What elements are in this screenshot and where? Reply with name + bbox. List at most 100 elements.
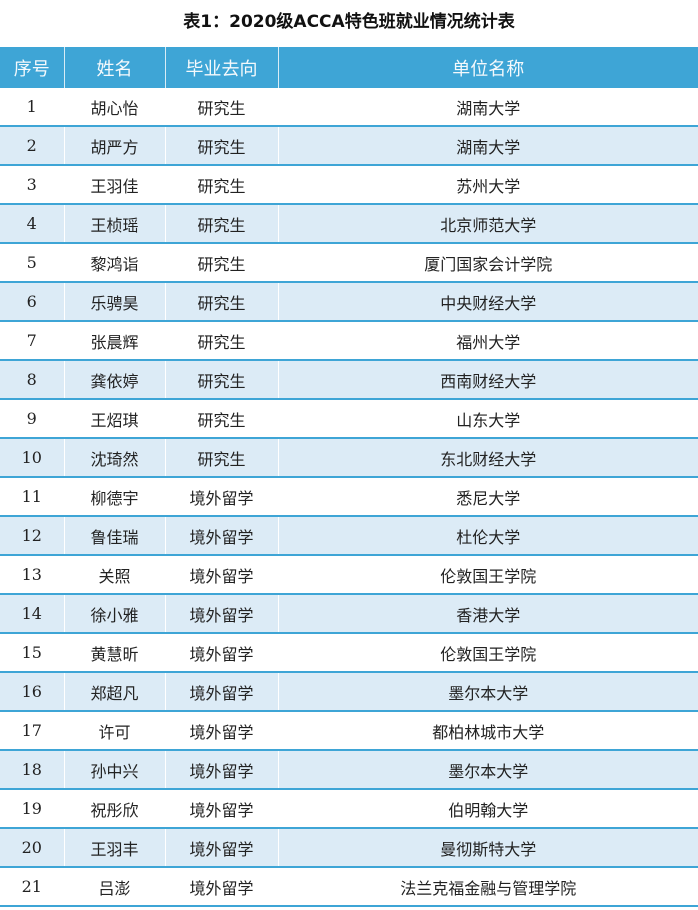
cell-name: 鲁佳瑞 [63,516,165,556]
cell-institution: 湖南大学 [277,88,698,127]
employment-table: 序号 姓名 毕业去向 单位名称 1 胡心怡 研究生 湖南大学 2 胡严方 研究生 湖南大学 3 王… [0,47,698,907]
table-row: 5 黎鸿诣 研究生 厦门国家会计学院 [0,243,698,283]
cell-name: 徐小雅 [63,594,165,634]
cell-name: 王羽佳 [63,165,165,205]
cell-destination: 境外留学 [164,750,278,790]
cell-destination: 境外留学 [164,711,278,751]
cell-destination: 境外留学 [164,789,278,829]
table-row: 14 徐小雅 境外留学 香港大学 [0,594,698,634]
cell-index: 17 [0,711,64,751]
cell-name: 张晨辉 [63,321,165,361]
cell-institution: 西南财经大学 [277,360,698,400]
cell-name: 王炤琪 [63,399,165,439]
cell-name: 龚依婷 [63,360,165,400]
header-name: 姓名 [63,47,165,88]
table-row: 1 胡心怡 研究生 湖南大学 [0,88,698,127]
cell-institution: 伦敦国王学院 [277,555,698,595]
cell-institution: 墨尔本大学 [277,672,698,712]
cell-institution: 苏州大学 [277,165,698,205]
cell-index: 15 [0,633,64,673]
cell-index: 2 [0,126,64,166]
cell-destination: 境外留学 [164,828,278,868]
cell-name: 柳德宇 [63,477,165,517]
table-row: 2 胡严方 研究生 湖南大学 [0,126,698,166]
cell-index: 3 [0,165,64,205]
cell-name: 孙中兴 [63,750,165,790]
cell-destination: 研究生 [164,438,278,478]
cell-index: 20 [0,828,64,868]
header-destination: 毕业去向 [164,47,278,88]
table-row: 20 王羽丰 境外留学 曼彻斯特大学 [0,828,698,868]
table-row: 19 祝彤欣 境外留学 伯明翰大学 [0,789,698,829]
cell-institution: 湖南大学 [277,126,698,166]
cell-destination: 研究生 [164,243,278,283]
cell-destination: 境外留学 [164,477,278,517]
table-row: 3 王羽佳 研究生 苏州大学 [0,165,698,205]
cell-index: 12 [0,516,64,556]
table-row: 11 柳德宇 境外留学 悉尼大学 [0,477,698,517]
header-row: 序号 姓名 毕业去向 单位名称 [0,47,698,88]
table-row: 10 沈琦然 研究生 东北财经大学 [0,438,698,478]
table-row: 13 关照 境外留学 伦敦国王学院 [0,555,698,595]
cell-index: 6 [0,282,64,322]
cell-index: 10 [0,438,64,478]
cell-name: 乐骋昊 [63,282,165,322]
cell-destination: 研究生 [164,321,278,361]
cell-index: 14 [0,594,64,634]
table-row: 12 鲁佳瑞 境外留学 杜伦大学 [0,516,698,556]
table-row: 8 龚依婷 研究生 西南财经大学 [0,360,698,400]
cell-index: 4 [0,204,64,244]
cell-name: 关照 [63,555,165,595]
cell-index: 1 [0,88,64,127]
cell-institution: 香港大学 [277,594,698,634]
cell-destination: 研究生 [164,126,278,166]
table-row: 4 王桢瑶 研究生 北京师范大学 [0,204,698,244]
cell-name: 沈琦然 [63,438,165,478]
cell-institution: 中央财经大学 [277,282,698,322]
cell-name: 许可 [63,711,165,751]
cell-institution: 伦敦国王学院 [277,633,698,673]
cell-institution: 伯明翰大学 [277,789,698,829]
cell-name: 王羽丰 [63,828,165,868]
header-index: 序号 [0,47,64,88]
cell-institution: 厦门国家会计学院 [277,243,698,283]
cell-index: 11 [0,477,64,517]
cell-index: 9 [0,399,64,439]
cell-index: 19 [0,789,64,829]
cell-index: 7 [0,321,64,361]
cell-destination: 研究生 [164,282,278,322]
cell-index: 21 [0,867,64,907]
cell-name: 郑超凡 [63,672,165,712]
cell-index: 8 [0,360,64,400]
cell-institution: 杜伦大学 [277,516,698,556]
table-row: 16 郑超凡 境外留学 墨尔本大学 [0,672,698,712]
cell-name: 祝彤欣 [63,789,165,829]
cell-destination: 研究生 [164,360,278,400]
cell-name: 黄慧昕 [63,633,165,673]
cell-institution: 曼彻斯特大学 [277,828,698,868]
cell-destination: 境外留学 [164,516,278,556]
cell-destination: 研究生 [164,165,278,205]
cell-index: 13 [0,555,64,595]
cell-destination: 研究生 [164,399,278,439]
table-row: 18 孙中兴 境外留学 墨尔本大学 [0,750,698,790]
cell-institution: 山东大学 [277,399,698,439]
table-row: 9 王炤琪 研究生 山东大学 [0,399,698,439]
table-row: 7 张晨辉 研究生 福州大学 [0,321,698,361]
table-row: 21 吕澎 境外留学 法兰克福金融与管理学院 [0,867,698,907]
cell-destination: 研究生 [164,88,278,127]
cell-index: 18 [0,750,64,790]
cell-destination: 境外留学 [164,594,278,634]
cell-index: 5 [0,243,64,283]
table-title: 表1：2020级ACCA特色班就业情况统计表 [183,12,515,32]
cell-institution: 东北财经大学 [277,438,698,478]
cell-name: 黎鸿诣 [63,243,165,283]
cell-name: 胡严方 [63,126,165,166]
cell-index: 16 [0,672,64,712]
cell-institution: 福州大学 [277,321,698,361]
cell-institution: 悉尼大学 [277,477,698,517]
cell-destination: 境外留学 [164,555,278,595]
table-row: 17 许可 境外留学 都柏林城市大学 [0,711,698,751]
cell-destination: 境外留学 [164,633,278,673]
cell-destination: 境外留学 [164,867,278,907]
